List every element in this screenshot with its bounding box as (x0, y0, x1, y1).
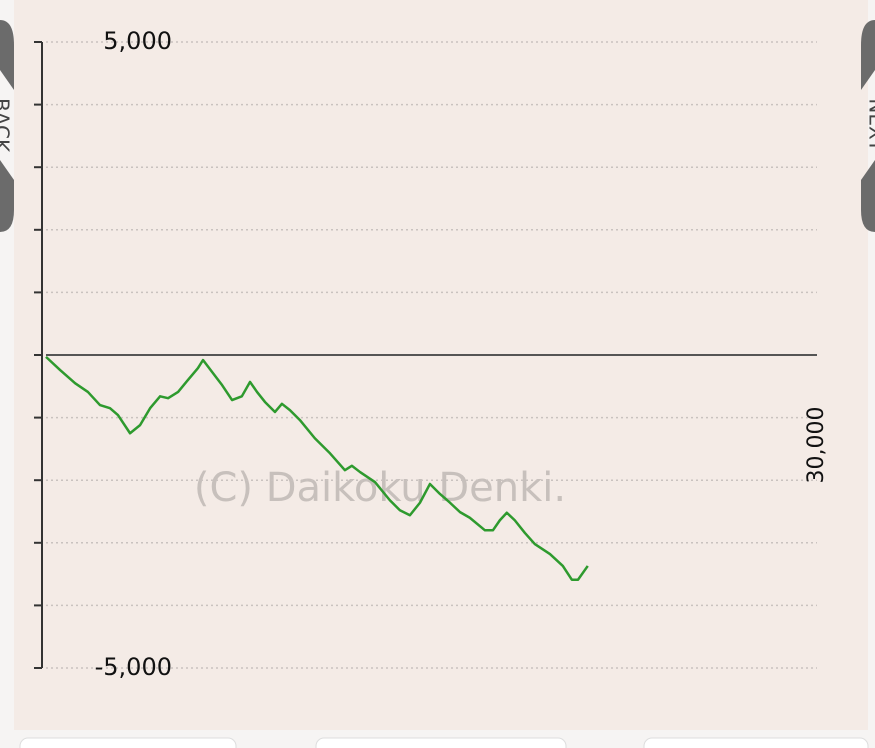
y-tick-label: 5,000 (103, 27, 172, 55)
back-arrow-top (0, 20, 14, 90)
chart-panel (14, 0, 868, 730)
back-label: BACK (0, 98, 14, 153)
data-line (45, 355, 589, 581)
next-label: NEXT (865, 98, 875, 152)
back-arrow-bottom (0, 160, 14, 232)
tab[interactable] (19, 737, 237, 748)
y-tick-label: -5,000 (95, 653, 172, 681)
next-arrow-bottom (861, 160, 875, 232)
back-button[interactable]: BACK (0, 20, 14, 232)
tab[interactable] (643, 737, 869, 748)
tab[interactable] (315, 737, 567, 748)
next-button[interactable]: NEXT (861, 20, 875, 232)
next-arrow-top (861, 20, 875, 90)
x-tick-label: 30,000 (804, 407, 829, 484)
